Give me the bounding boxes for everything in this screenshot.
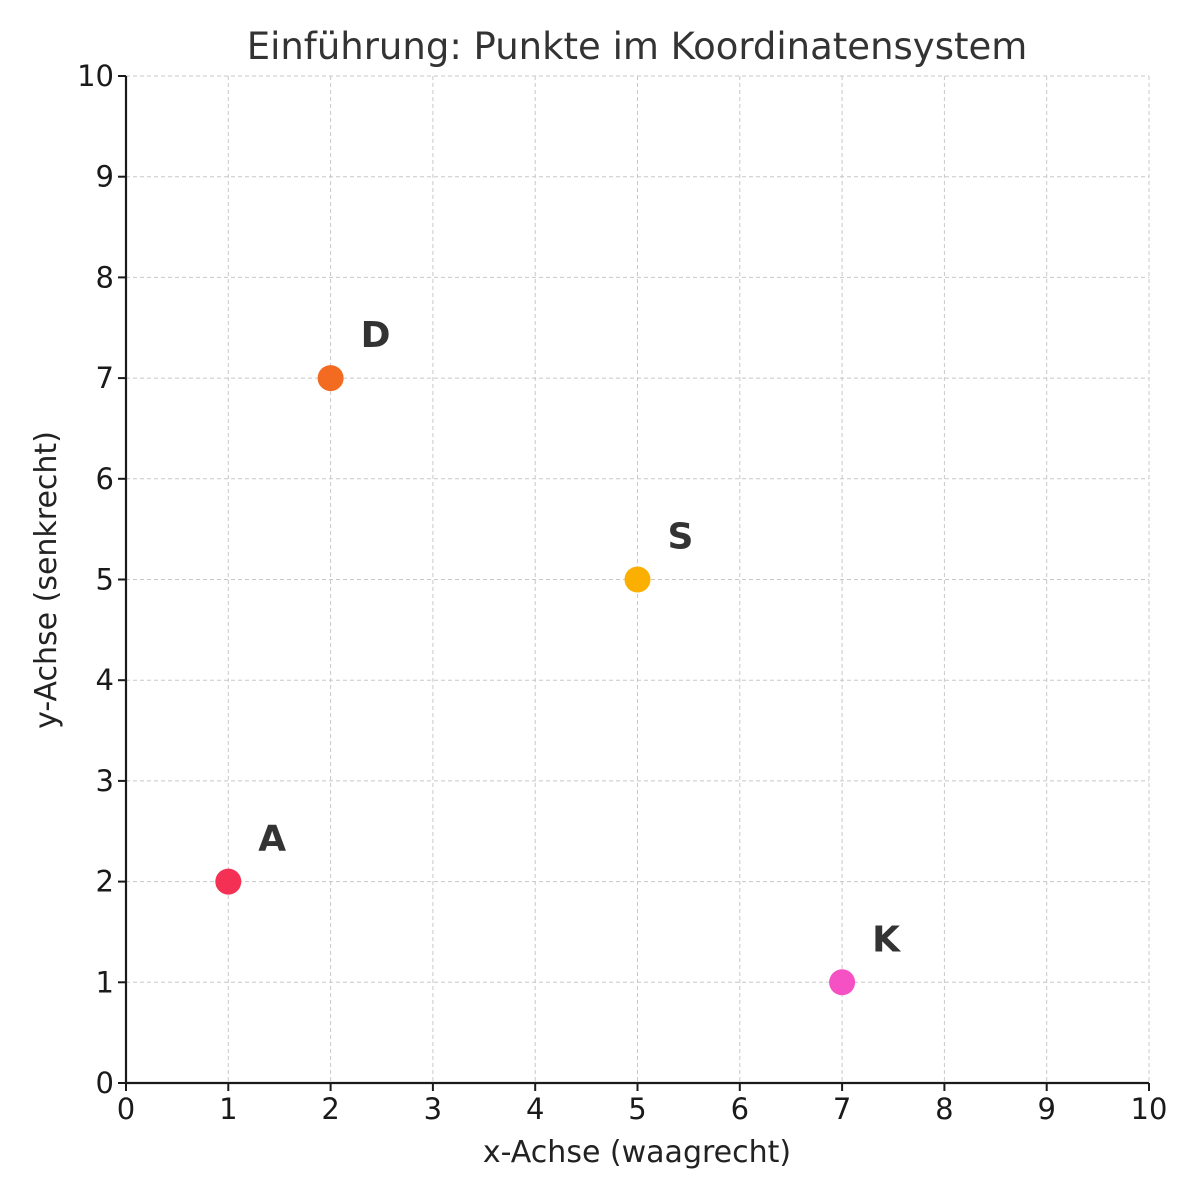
y-tick-label: 4 xyxy=(96,663,114,697)
point-label: D xyxy=(361,315,391,356)
x-tick-label: 10 xyxy=(1131,1092,1168,1126)
x-tick-label: 4 xyxy=(526,1092,544,1126)
y-tick-label: 3 xyxy=(96,764,114,798)
x-tick-label: 1 xyxy=(219,1092,237,1126)
data-points: A D S K xyxy=(215,315,901,996)
point-d: D xyxy=(317,315,391,392)
point-marker xyxy=(215,868,242,895)
point-label: K xyxy=(872,919,901,960)
x-tick-label: 3 xyxy=(424,1092,442,1126)
x-tick-label: 2 xyxy=(321,1092,339,1126)
y-tick-label: 10 xyxy=(77,59,114,93)
y-tick-label: 9 xyxy=(96,160,114,194)
x-tick-label: 5 xyxy=(628,1092,646,1126)
x-tick-label: 0 xyxy=(117,1092,135,1126)
x-ticks: 0 1 2 3 4 5 6 7 8 9 10 xyxy=(117,1083,1168,1126)
point-marker xyxy=(624,566,651,593)
x-tick-label: 9 xyxy=(1037,1092,1055,1126)
y-tick-label: 6 xyxy=(96,462,114,496)
point-marker xyxy=(829,969,856,996)
y-tick-label: 0 xyxy=(96,1066,114,1100)
y-ticks: 0 1 2 3 4 5 6 7 8 9 10 xyxy=(77,59,126,1100)
point-a: A xyxy=(215,819,286,895)
x-axis-label: x-Achse (waagrecht) xyxy=(483,1135,791,1170)
point-marker xyxy=(317,365,344,392)
y-axis-label: y-Achse (senkrecht) xyxy=(29,431,64,729)
x-tick-label: 6 xyxy=(731,1092,749,1126)
x-tick-label: 7 xyxy=(833,1092,851,1126)
chart-title: Einführung: Punkte im Koordinatensystem xyxy=(247,25,1028,68)
point-k: K xyxy=(829,919,901,996)
point-label: S xyxy=(668,517,694,558)
y-tick-label: 7 xyxy=(96,361,114,395)
x-tick-label: 8 xyxy=(935,1092,953,1126)
y-tick-label: 2 xyxy=(96,865,114,899)
point-label: A xyxy=(258,819,286,860)
y-tick-label: 8 xyxy=(96,260,114,294)
y-tick-label: 1 xyxy=(96,965,114,999)
point-s: S xyxy=(624,517,694,593)
y-tick-label: 5 xyxy=(96,563,114,597)
